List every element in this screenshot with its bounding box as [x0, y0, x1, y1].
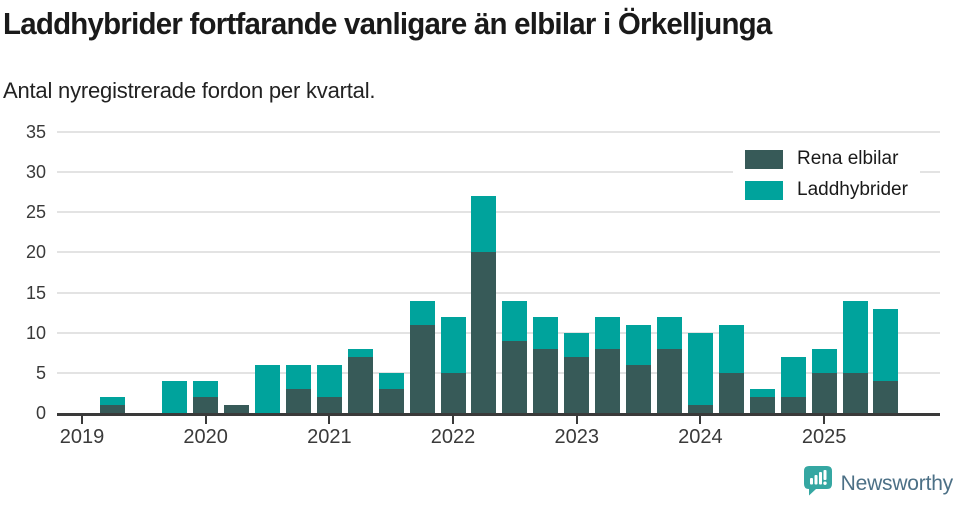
gridline: [57, 371, 940, 374]
bar-segment-rena-elbilar: [348, 356, 373, 413]
newsworthy-logo-icon: [803, 465, 833, 502]
bar-segment-laddhybrider: [595, 316, 620, 349]
x-axis-tick: [204, 416, 207, 424]
bar-segment-rena-elbilar: [564, 356, 589, 413]
bar-segment-rena-elbilar: [781, 396, 806, 413]
bar-segment-laddhybrider: [843, 300, 868, 373]
x-axis-year-label: 2021: [307, 426, 352, 448]
bar-segment-laddhybrider: [657, 316, 682, 349]
bar-segment-laddhybrider: [812, 348, 837, 373]
x-axis-year-label: 2019: [59, 426, 105, 448]
chart-subtitle: Antal nyregistrerade fordon per kvartal.: [3, 78, 376, 103]
bar-segment-laddhybrider: [502, 300, 527, 341]
bar-segment-laddhybrider: [564, 332, 589, 357]
bar-segment-laddhybrider: [626, 324, 651, 365]
bar-segment-laddhybrider: [471, 196, 496, 253]
y-axis-tick-label: 35: [25, 121, 46, 142]
bar-segment-rena-elbilar: [812, 372, 837, 413]
legend-label-laddhybrider: Laddhybrider: [797, 179, 908, 200]
bar-segment-rena-elbilar: [317, 396, 342, 413]
gridline: [57, 211, 940, 214]
bar-segment-laddhybrider: [255, 364, 280, 413]
bar-segment-rena-elbilar: [843, 372, 868, 413]
x-axis-year-label: 2024: [678, 426, 723, 448]
bar-segment-rena-elbilar: [100, 404, 125, 413]
bar-segment-rena-elbilar: [688, 404, 713, 413]
x-axis-tick: [81, 416, 83, 424]
legend-swatch-laddhybrider: [745, 180, 783, 200]
bar-segment-laddhybrider: [162, 380, 187, 413]
y-axis-tick-label: 0: [35, 403, 46, 423]
bar-segment-laddhybrider: [100, 396, 125, 405]
x-axis-tick: [699, 416, 702, 424]
x-axis-tick: [575, 416, 578, 424]
y-axis-tick-label: 15: [25, 282, 46, 303]
bar-segment-rena-elbilar: [595, 348, 620, 413]
bar-segment-laddhybrider: [410, 300, 435, 325]
gridline: [57, 331, 940, 334]
bar-segment-laddhybrider: [317, 364, 342, 397]
bar-segment-rena-elbilar: [410, 324, 435, 413]
newsworthy-logo-text: Newsworthy: [840, 471, 954, 495]
x-axis-year-label: 2025: [801, 426, 847, 448]
bar-segment-laddhybrider: [348, 348, 373, 357]
chart-title: Laddhybrider fortfarande vanligare än el…: [3, 6, 772, 41]
footer: Newsworthy: [803, 465, 953, 502]
bar-segment-laddhybrider: [193, 380, 218, 397]
gridline: [57, 291, 940, 294]
y-axis-tick-label: 10: [25, 322, 46, 343]
y-axis-tick-label: 5: [35, 362, 46, 383]
x-axis-tick: [823, 416, 826, 424]
bar-segment-laddhybrider: [781, 356, 806, 397]
bar-segment-rena-elbilar: [471, 252, 496, 413]
x-axis-tick: [328, 416, 331, 424]
bar-segment-rena-elbilar: [873, 380, 898, 413]
bar-segment-rena-elbilar: [286, 388, 311, 413]
bar-segment-rena-elbilar: [657, 348, 682, 413]
bar-segment-rena-elbilar: [626, 364, 651, 413]
legend-label-rena-elbilar: Rena elbilar: [797, 148, 899, 169]
bar-segment-rena-elbilar: [224, 404, 249, 413]
bar-segment-laddhybrider: [441, 316, 466, 373]
y-axis-tick-label: 30: [25, 162, 46, 183]
bar-segment-rena-elbilar: [379, 388, 404, 413]
x-axis-year-label: 2020: [183, 426, 228, 448]
legend-swatch-rena-elbilar: [745, 149, 783, 169]
bar-segment-rena-elbilar: [502, 340, 527, 413]
x-axis-year-label: 2022: [430, 426, 476, 448]
legend-item-laddhybrider: Laddhybrider: [745, 179, 908, 201]
bar-segment-laddhybrider: [688, 332, 713, 405]
x-axis-line: [57, 413, 940, 416]
y-axis-tick-label: 25: [25, 202, 46, 223]
bar-segment-rena-elbilar: [719, 372, 744, 413]
x-axis-tick: [452, 416, 455, 424]
bar-segment-laddhybrider: [533, 316, 558, 349]
y-axis-tick-label: 20: [25, 242, 46, 263]
bar-segment-laddhybrider: [719, 324, 744, 373]
gridline: [57, 171, 940, 174]
bar-segment-laddhybrider: [286, 364, 311, 389]
legend: Rena elbilar Laddhybrider: [733, 143, 920, 207]
gridline: [57, 130, 940, 133]
bar-segment-rena-elbilar: [750, 396, 775, 413]
bar-segment-rena-elbilar: [441, 372, 466, 413]
bar-segment-laddhybrider: [873, 308, 898, 381]
legend-item-rena-elbilar: Rena elbilar: [745, 148, 908, 170]
gridline: [57, 251, 940, 254]
x-axis-year-label: 2023: [554, 426, 599, 448]
bar-segment-rena-elbilar: [193, 396, 218, 413]
bar-segment-rena-elbilar: [533, 348, 558, 413]
bar-segment-laddhybrider: [379, 372, 404, 389]
bar-segment-laddhybrider: [750, 388, 775, 397]
